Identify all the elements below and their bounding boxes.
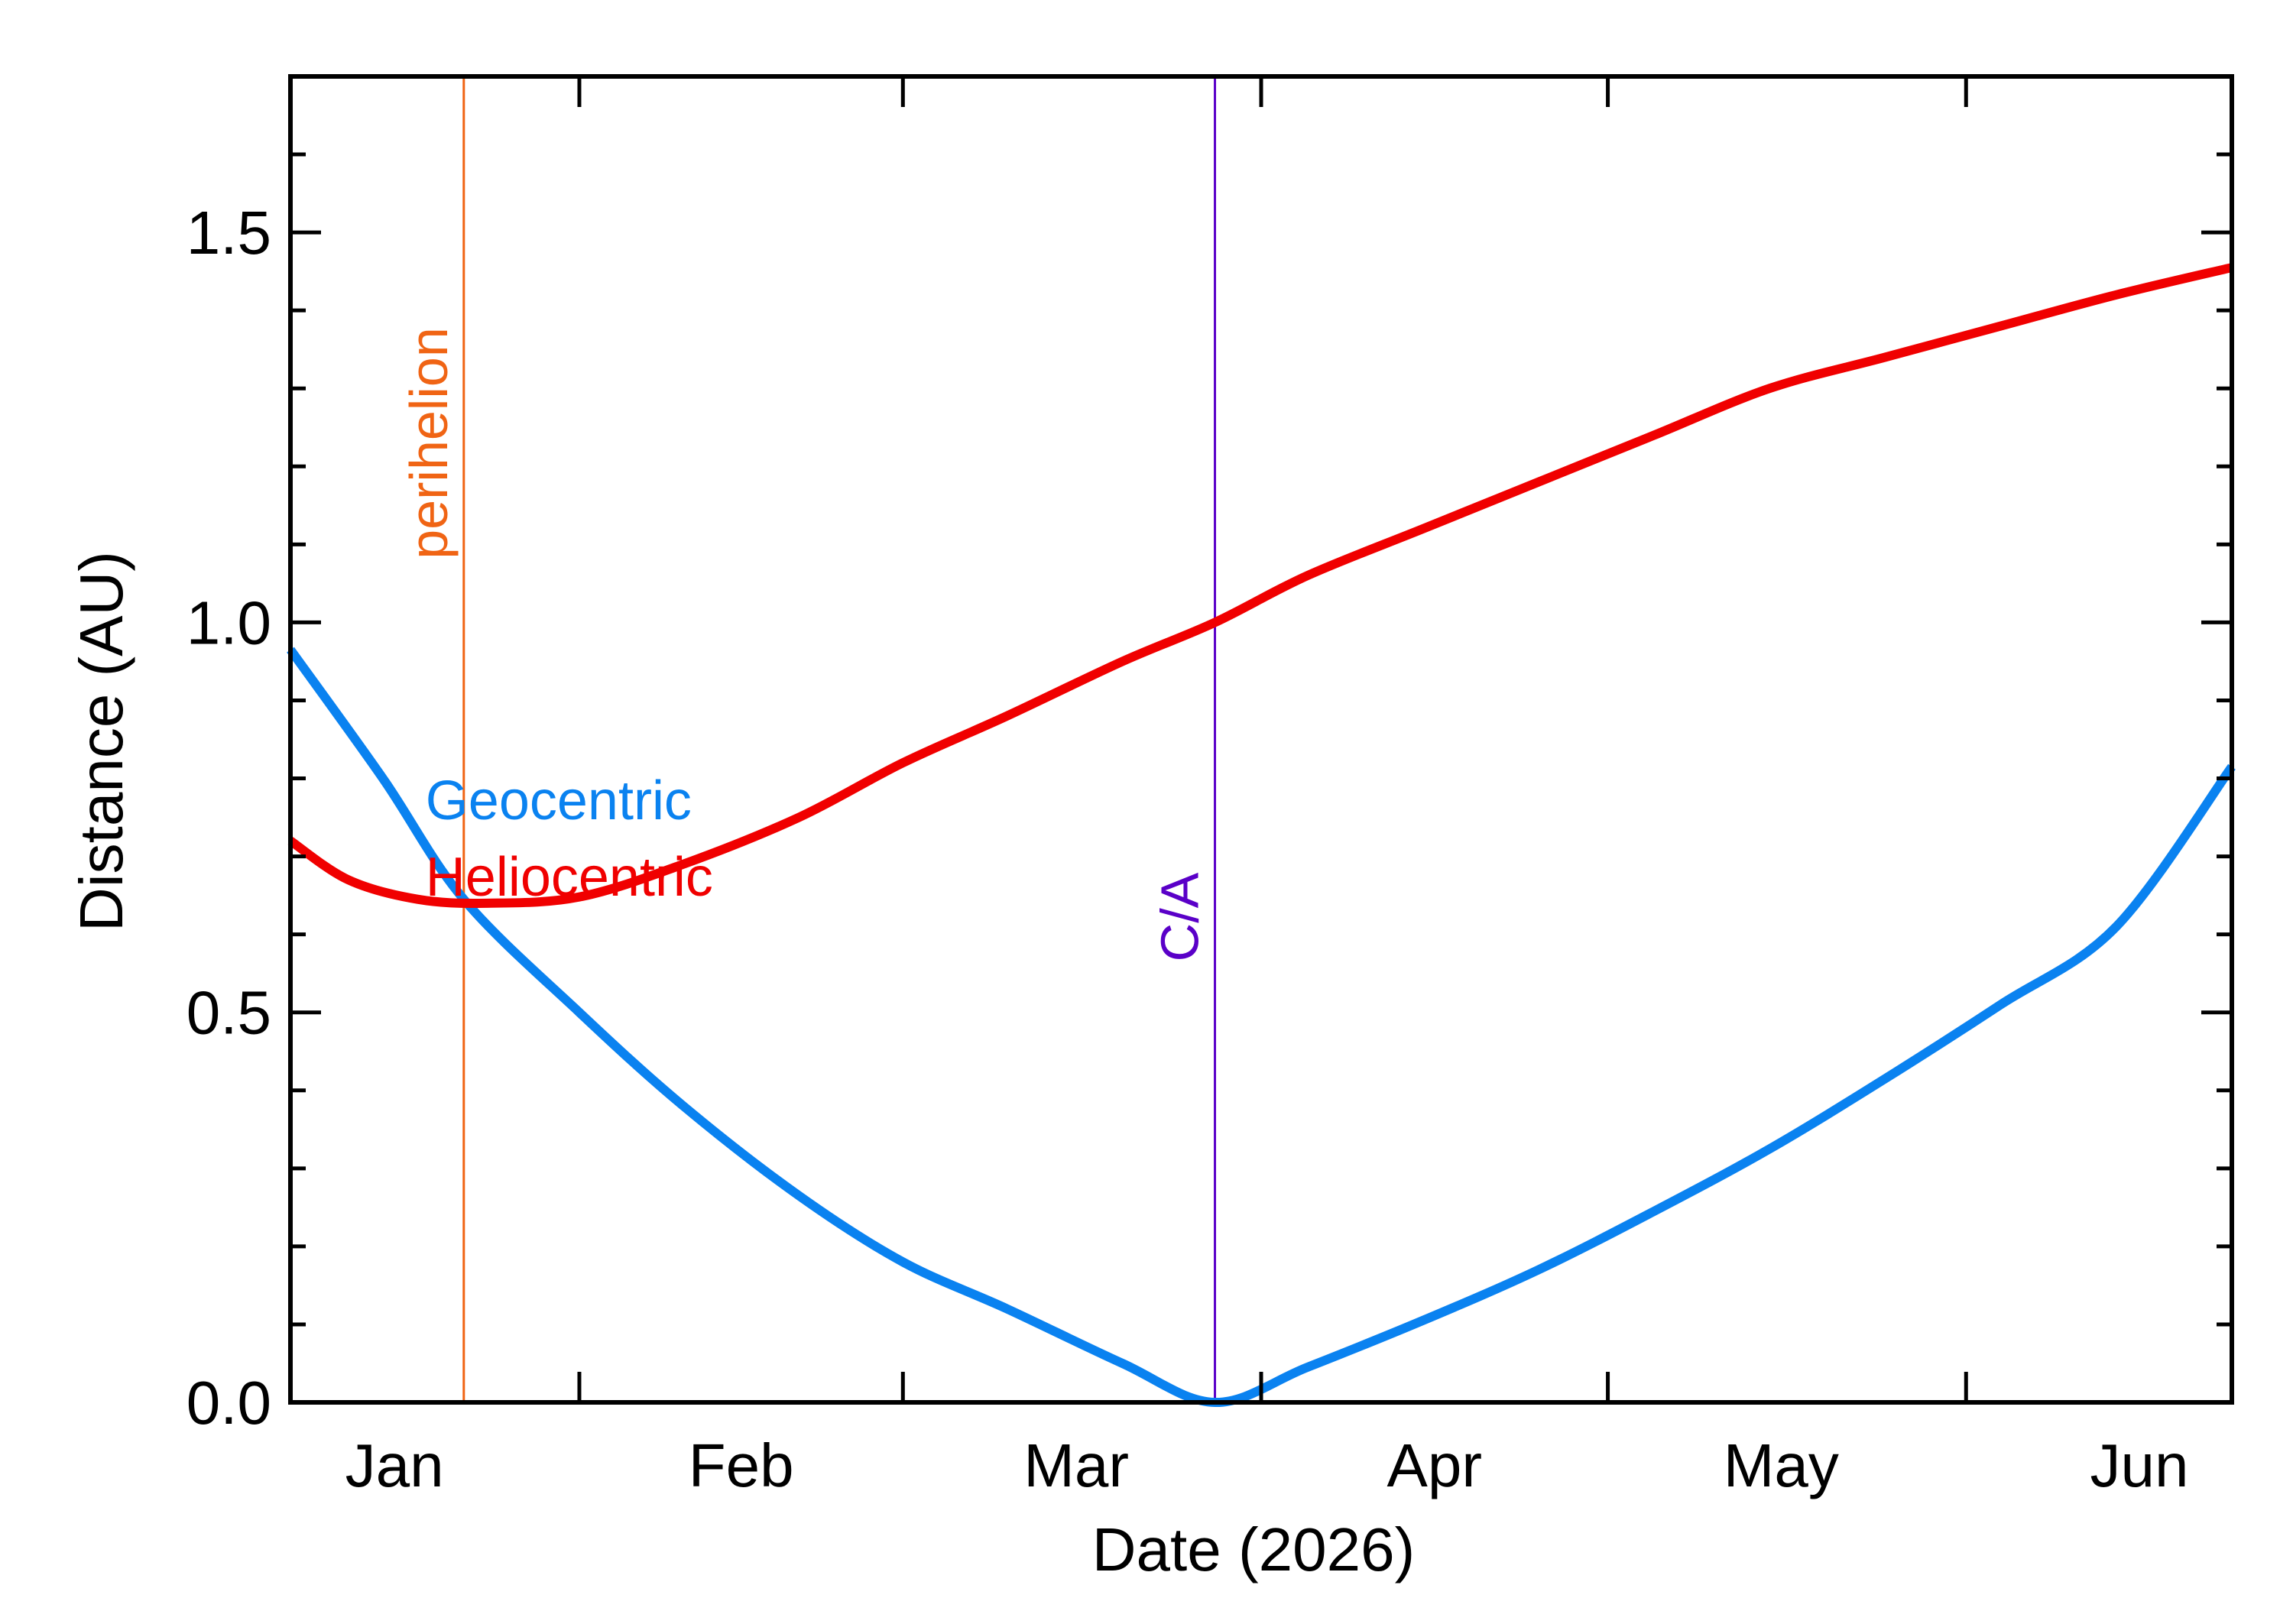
series-line-geocentric bbox=[287, 647, 2236, 1408]
event-lines bbox=[462, 76, 1217, 1402]
legend: Geocentric Heliocentric bbox=[426, 770, 713, 908]
plot-frame bbox=[288, 74, 2234, 1405]
x-tick-label: Jun bbox=[2090, 1431, 2189, 1499]
legend-label-geocentric: Geocentric bbox=[426, 770, 692, 831]
legend-label-heliocentric: Heliocentric bbox=[426, 847, 713, 908]
x-tick-label: Jan bbox=[345, 1431, 444, 1499]
vline-label-c-a: C/A bbox=[1150, 872, 1210, 961]
x-tick-label: Mar bbox=[1023, 1431, 1129, 1499]
axis-ticks bbox=[290, 74, 2232, 1405]
tick-labels: 0.0 0.5 1.0 1.5 Jan Feb Mar Apr May Jun perihelion… bbox=[186, 199, 2189, 1499]
series-line-heliocentric bbox=[287, 263, 2233, 908]
x-tick-label: Apr bbox=[1387, 1431, 1483, 1499]
y-axis-label: Distance (AU) bbox=[67, 551, 135, 932]
x-axis-label: Date (2026) bbox=[1092, 1515, 1415, 1583]
x-tick-label: May bbox=[1724, 1431, 1839, 1499]
x-tick-label: Feb bbox=[689, 1431, 794, 1499]
y-tick-label: 0.5 bbox=[186, 979, 271, 1047]
y-tick-label: 1.5 bbox=[186, 199, 271, 267]
vline-label-perihelion: perihelion bbox=[399, 327, 459, 559]
y-tick-label: 0.0 bbox=[186, 1369, 271, 1437]
series-lines bbox=[287, 263, 2236, 1408]
y-tick-label: 1.0 bbox=[186, 588, 271, 656]
